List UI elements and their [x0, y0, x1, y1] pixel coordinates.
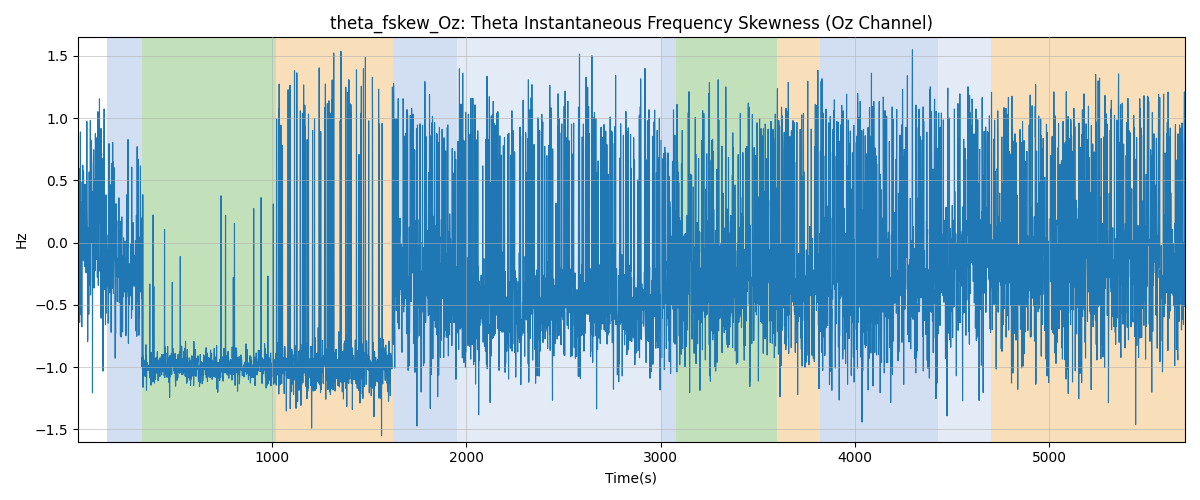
Bar — [142, 38, 276, 442]
X-axis label: Time(s): Time(s) — [606, 471, 658, 485]
Bar — [276, 38, 392, 442]
Bar — [660, 38, 676, 442]
Bar — [107, 38, 142, 442]
Bar — [392, 38, 457, 442]
Title: theta_fskew_Oz: Theta Instantaneous Frequency Skewness (Oz Channel): theta_fskew_Oz: Theta Instantaneous Freq… — [330, 15, 932, 34]
Bar — [457, 38, 660, 442]
Bar — [991, 38, 1186, 442]
Y-axis label: Hz: Hz — [14, 230, 29, 248]
Bar — [820, 38, 938, 442]
Bar — [778, 38, 820, 442]
Bar — [676, 38, 778, 442]
Bar — [938, 38, 991, 442]
